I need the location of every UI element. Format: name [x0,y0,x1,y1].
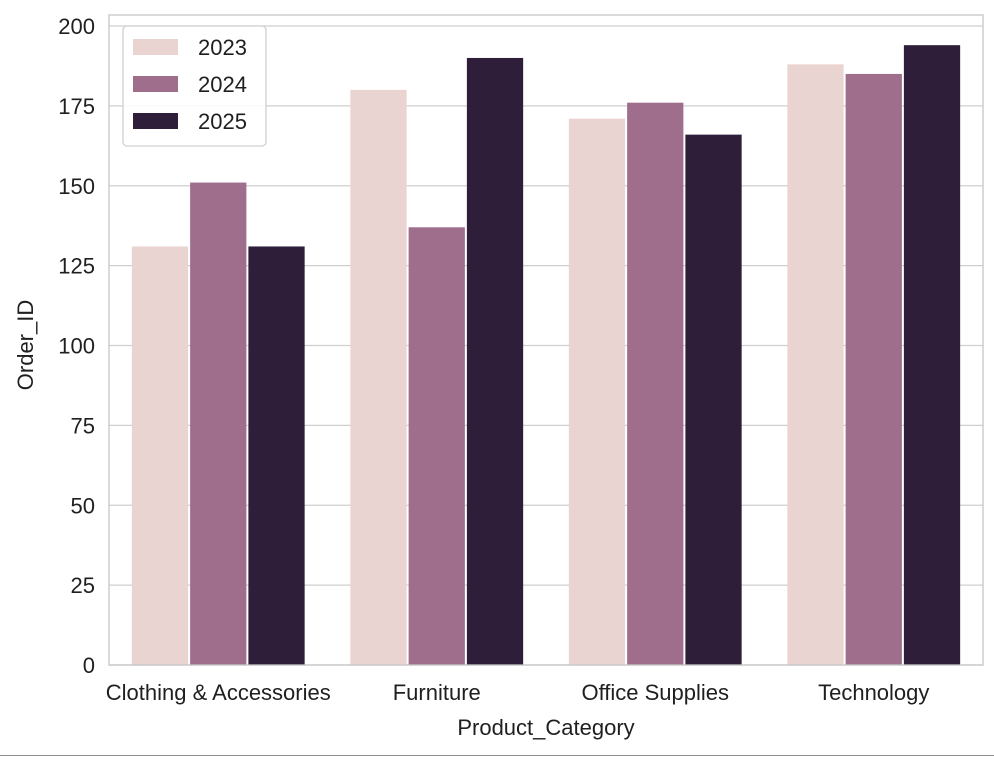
y-tick-label: 175 [58,94,95,119]
x-tick-label: Office Supplies [581,680,729,705]
y-tick-label: 50 [71,493,95,518]
x-tick-label: Technology [818,680,929,705]
y-tick-label: 75 [71,413,95,438]
y-tick-label: 150 [58,174,95,199]
legend-label: 2023 [198,35,247,60]
bar [350,89,407,665]
y-tick-label: 25 [71,573,95,598]
y-tick-labels: 0 25 50 75 100 125 150 175 200 [58,14,95,678]
y-tick-label: 100 [58,334,95,359]
bar [190,182,247,665]
bar [248,246,305,665]
axes [108,14,984,666]
y-tick-label: 125 [58,254,95,279]
legend-swatch [133,113,178,129]
figure-bottom-rule [0,755,994,756]
bar [627,102,684,666]
x-tick-label: Furniture [393,680,481,705]
bar [845,73,902,666]
bar [685,134,742,665]
bar [787,64,844,666]
legend-label: 2025 [198,109,247,134]
legend-swatch [133,76,178,92]
y-tick-label: 0 [83,653,95,678]
bar [131,246,189,665]
bar [568,118,626,665]
legend: 2023 2024 2025 [122,25,267,147]
x-tick-labels: Clothing & Accessories Furniture Office Su… [106,680,930,705]
x-tick-label: Clothing & Accessories [106,680,331,705]
bar [466,57,524,665]
y-axis-label: Order_ID [13,300,38,390]
x-axis-label: Product_Category [457,715,634,740]
y-tick-label: 200 [58,14,95,39]
bar [903,45,961,666]
legend-swatch [133,39,178,55]
bar [408,227,465,665]
legend-label: 2024 [198,72,247,97]
plot-frame [108,14,984,666]
bars [131,45,961,666]
